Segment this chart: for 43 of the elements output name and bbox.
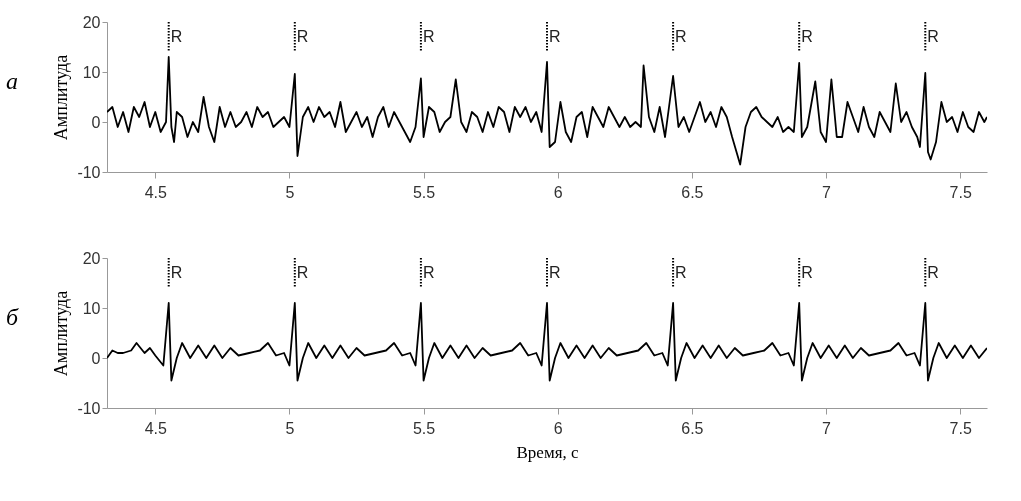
ref-line-label: R xyxy=(296,28,309,45)
ref-line-label: R xyxy=(549,28,561,45)
ref-line-label: R xyxy=(927,28,939,45)
x-tick-label: 5 xyxy=(285,183,295,201)
ref-line-label: R xyxy=(675,264,687,281)
x-tick-label: 6.5 xyxy=(681,183,704,201)
ref-line-label: R xyxy=(422,264,435,281)
x-tick-label: 5 xyxy=(285,419,295,437)
text: а xyxy=(6,68,18,94)
ref-line-label: R xyxy=(927,264,939,281)
y-tick-label: -10 xyxy=(77,399,101,417)
ref-line-label: R xyxy=(170,264,183,281)
ref-line-label: R xyxy=(422,28,435,45)
x-axis-title: Время, с xyxy=(516,442,579,462)
x-tick-label: 6 xyxy=(553,183,563,201)
ref-line-label: R xyxy=(549,264,561,281)
y-tick-label: 20 xyxy=(82,249,101,267)
line-series xyxy=(107,302,987,382)
y-tick-label: 10 xyxy=(82,299,101,317)
x-tick-label: 6 xyxy=(553,419,563,437)
x-tick-label: 4.5 xyxy=(144,183,168,201)
x-tick-label: 4.5 xyxy=(144,419,168,437)
y-tick-label: -10 xyxy=(77,163,101,181)
x-tick-label: 7 xyxy=(822,183,832,201)
ref-line-label: R xyxy=(801,28,813,45)
ref-line-label: R xyxy=(801,264,813,281)
y-axis-title: Амплитуда xyxy=(51,54,72,141)
y-axis-title: Амплитуда xyxy=(51,290,72,377)
x-tick-label: 7.5 xyxy=(949,419,972,437)
y-tick-label: 0 xyxy=(91,349,101,367)
ref-line-label: R xyxy=(296,264,309,281)
y-tick-label: 0 xyxy=(91,113,101,131)
y-tick-label: 10 xyxy=(82,63,101,81)
y-tick-label: 20 xyxy=(82,13,101,31)
x-tick-label: 7 xyxy=(822,419,832,437)
ref-line-label: R xyxy=(170,28,183,45)
x-tick-label: 5.5 xyxy=(412,183,436,201)
ref-line-label: R xyxy=(675,28,687,45)
x-tick-label: 6.5 xyxy=(681,419,704,437)
x-tick-label: 5.5 xyxy=(412,419,436,437)
x-tick-label: 7.5 xyxy=(949,183,972,201)
line-series xyxy=(107,56,987,166)
text: б xyxy=(5,304,19,330)
